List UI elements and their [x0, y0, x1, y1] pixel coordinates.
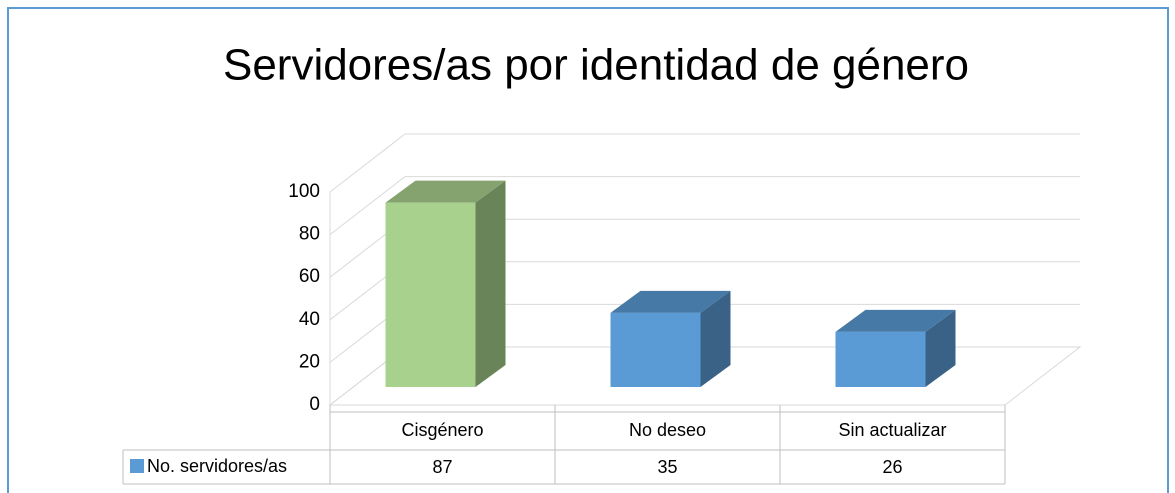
y-tick-label: 60: [299, 266, 320, 287]
bar: [385, 202, 476, 387]
y-tick-label: 100: [288, 181, 320, 202]
bar: [835, 331, 926, 387]
table-value: 26: [882, 457, 902, 477]
bar-top: [385, 180, 506, 203]
y-tick-label: 40: [299, 309, 320, 330]
y-tick-label: 0: [309, 394, 320, 415]
bar: [610, 312, 701, 387]
legend-key: [130, 459, 144, 473]
bar-top: [835, 309, 956, 332]
grid-line: [329, 133, 406, 193]
chart-title: Servidores/as por identidad de género: [223, 41, 969, 90]
table-value: 87: [432, 457, 452, 477]
y-tick-label: 80: [299, 224, 320, 245]
y-tick-label: 20: [299, 351, 320, 372]
bar-side: [700, 290, 731, 387]
grid-line: [329, 176, 406, 235]
x-tick-label: Cisgénero: [401, 420, 483, 440]
bar-side: [925, 309, 956, 387]
x-tick-label: Sin actualizar: [838, 420, 946, 440]
table-value: 35: [657, 457, 677, 477]
bar-side: [475, 180, 506, 387]
bar-top: [610, 290, 731, 313]
x-tick-label: No deseo: [629, 420, 706, 440]
legend-label: No. servidores/as: [147, 456, 287, 476]
